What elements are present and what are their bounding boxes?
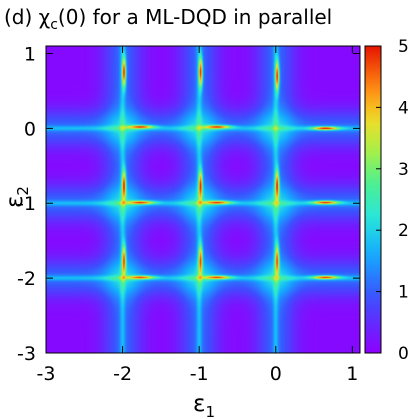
x-axis: -3 -2 -1 0 1: [37, 46, 358, 385]
x-tick-label: 0: [270, 363, 282, 385]
chart-title: (d) χc(0) for a ML-DQD in parallel: [4, 5, 332, 33]
colorbar: 0 1 2 3 4 5: [364, 37, 409, 364]
y-tick-label: -3: [17, 343, 36, 365]
colorbar-tick-label: 4: [398, 98, 409, 118]
colorbar-tick-label: 1: [398, 283, 409, 303]
colorbar-gradient: [364, 45, 382, 354]
x-tick-label: 1: [346, 363, 358, 385]
x-axis-label-subscript: 1: [205, 403, 215, 419]
y-tick-label: 0: [24, 118, 36, 140]
colorbar-tick-label: 5: [398, 37, 409, 57]
y-axis-label-subscript: 2: [14, 186, 32, 196]
colorbar-tick-label: 2: [398, 221, 409, 241]
x-tick-label: -3: [37, 363, 56, 385]
chart-title-subscript: c: [50, 17, 58, 33]
y-tick-label: -1: [17, 193, 36, 215]
heatmap-plot: -3 -2 -1 0 1 -3 -2 -1 0 1: [17, 43, 361, 385]
y-axis-label: ε2: [2, 186, 32, 208]
x-tick-label: -1: [190, 363, 209, 385]
heatmap-image: [46, 46, 360, 353]
x-tick-label: -2: [113, 363, 132, 385]
colorbar-ticks: 0 1 2 3 4 5: [376, 37, 409, 364]
y-tick-label: 1: [24, 43, 36, 65]
plot-frame: [45, 45, 361, 354]
y-axis: -3 -2 -1 0 1: [17, 43, 360, 365]
x-axis-label: ε1: [193, 391, 215, 419]
colorbar-tick-label: 3: [398, 160, 409, 180]
colorbar-tick-label: 0: [398, 344, 409, 364]
chart-title-rest: (0) for a ML-DQD in parallel: [58, 5, 332, 29]
y-tick-label: -2: [17, 268, 36, 290]
